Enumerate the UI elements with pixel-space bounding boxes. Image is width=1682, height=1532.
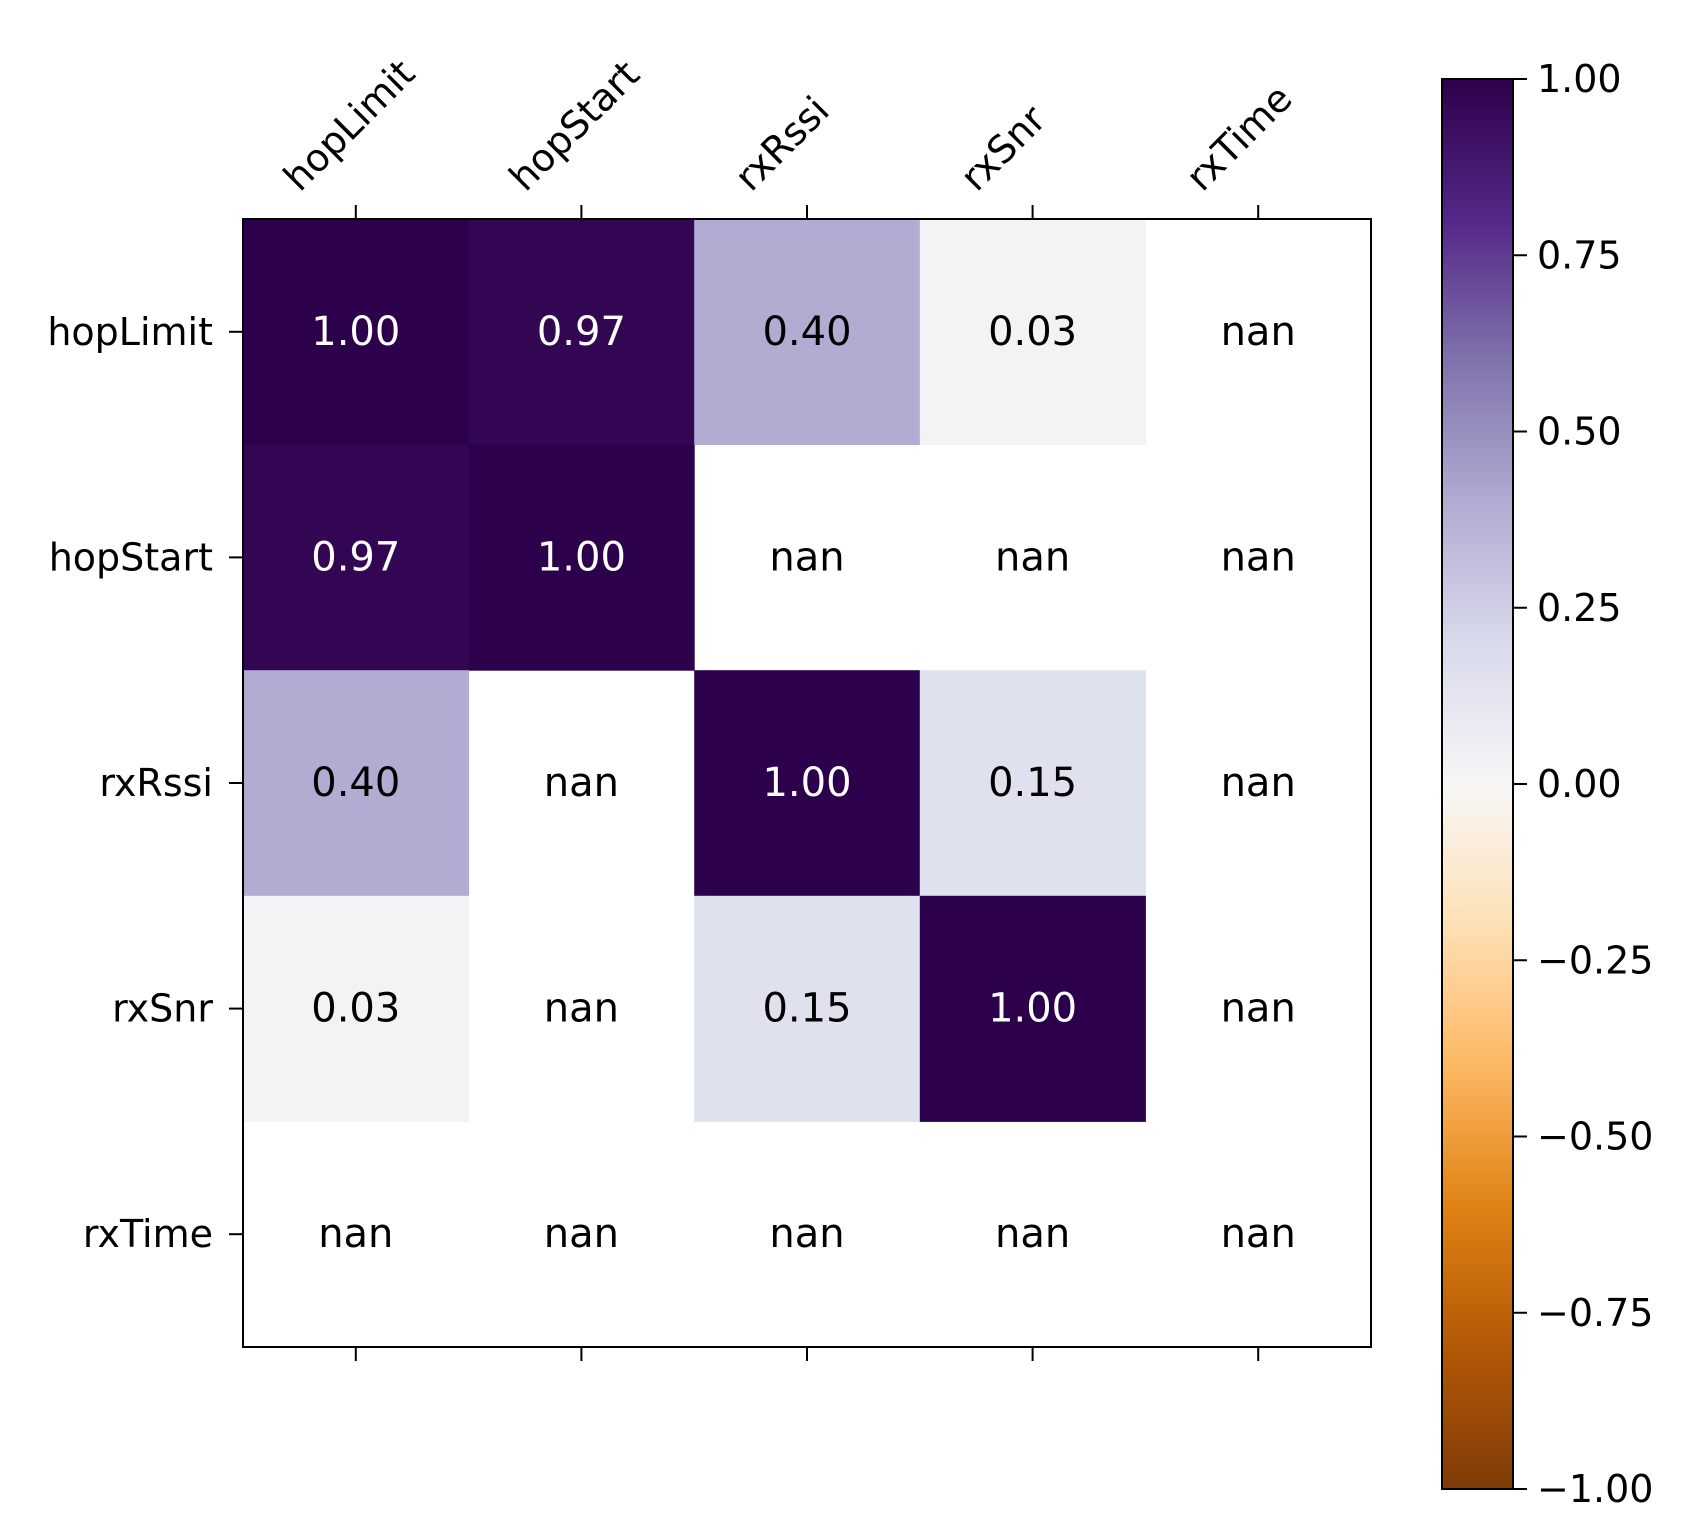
heatmap-cell — [694, 670, 921, 897]
cell-value-label: nan — [1221, 986, 1296, 1032]
cell-value-label: 1.00 — [988, 986, 1077, 1032]
cell-value-label: nan — [1221, 1211, 1296, 1257]
colorbar-tick-label: 0.25 — [1537, 586, 1622, 630]
cell-value-label: nan — [1221, 760, 1296, 806]
heatmap-cell — [919, 219, 1146, 446]
x-tick-label: rxRssi — [726, 88, 837, 199]
heatmap-cell — [243, 670, 470, 897]
y-tick-label: hopStart — [49, 535, 213, 579]
cell-value-label: nan — [544, 1211, 619, 1257]
colorbar-tick-label: −0.50 — [1537, 1115, 1653, 1159]
cell-value-label: nan — [1221, 534, 1296, 580]
cell-value-label: 1.00 — [762, 760, 851, 806]
heatmap-cells — [243, 219, 1146, 1122]
cell-value-label: nan — [544, 760, 619, 806]
colorbar-tick-label: 0.75 — [1537, 233, 1622, 277]
y-tick-label: hopLimit — [47, 310, 213, 354]
cell-value-label: 0.03 — [988, 309, 1077, 355]
cell-value-label: nan — [769, 1211, 844, 1257]
y-tick-label: rxRssi — [99, 761, 213, 805]
cell-value-label: nan — [1221, 309, 1296, 355]
cell-value-label: nan — [318, 1211, 393, 1257]
x-tick-label: rxTime — [1177, 76, 1300, 199]
cell-value-label: nan — [544, 986, 619, 1032]
cell-value-label: 1.00 — [537, 534, 626, 580]
colorbar-tick-label: 0.00 — [1537, 762, 1622, 806]
heatmap-cell — [243, 444, 470, 671]
colorbar-tick-label: −0.75 — [1537, 1291, 1653, 1335]
x-tick-label: hopStart — [501, 52, 648, 199]
cell-value-label: 0.15 — [988, 760, 1077, 806]
cell-value-label: 0.40 — [311, 760, 400, 806]
heatmap-cell — [468, 219, 695, 446]
heatmap-cell — [919, 895, 1146, 1122]
heatmap-cell — [694, 895, 921, 1122]
cell-value-label: nan — [995, 534, 1070, 580]
cell-value-label: 0.40 — [762, 309, 851, 355]
y-tick-label: rxTime — [83, 1212, 213, 1256]
cell-value-label: nan — [995, 1211, 1070, 1257]
cell-value-label: 0.03 — [311, 986, 400, 1032]
cell-value-label: nan — [769, 534, 844, 580]
heatmap-cell — [243, 895, 470, 1122]
heatmap-cell — [694, 219, 921, 446]
colorbar-tick-label: −1.00 — [1537, 1467, 1653, 1511]
cell-value-label: 0.15 — [762, 986, 851, 1032]
colorbar-tick-label: 1.00 — [1537, 57, 1622, 101]
x-tick-label: hopLimit — [275, 51, 423, 199]
cell-value-label: 1.00 — [311, 309, 400, 355]
colorbar: 1.00 0.75 0.50 0.25 0.00 −0.25 −0.50 −0.75 −1.00 — [1441, 57, 1653, 1511]
colorbar-tick-label: 0.50 — [1537, 410, 1622, 454]
heatmap-cell — [243, 219, 470, 446]
colorbar-tick-label: −0.25 — [1537, 938, 1653, 982]
y-tick-label: rxSnr — [112, 987, 213, 1031]
cell-value-label: 0.97 — [537, 309, 626, 355]
cell-value-label: 0.97 — [311, 534, 400, 580]
heatmap-cell — [468, 444, 695, 671]
heatmap-cell — [919, 670, 1146, 897]
colorbar-bar — [1441, 78, 1514, 1490]
x-tick-label: rxSnr — [952, 97, 1055, 200]
heatmap-cell-labels: 1.00 0.97 0.40 0.03 nan 0.97 1.00 nan nan nan 0.40… — [311, 309, 1296, 1257]
